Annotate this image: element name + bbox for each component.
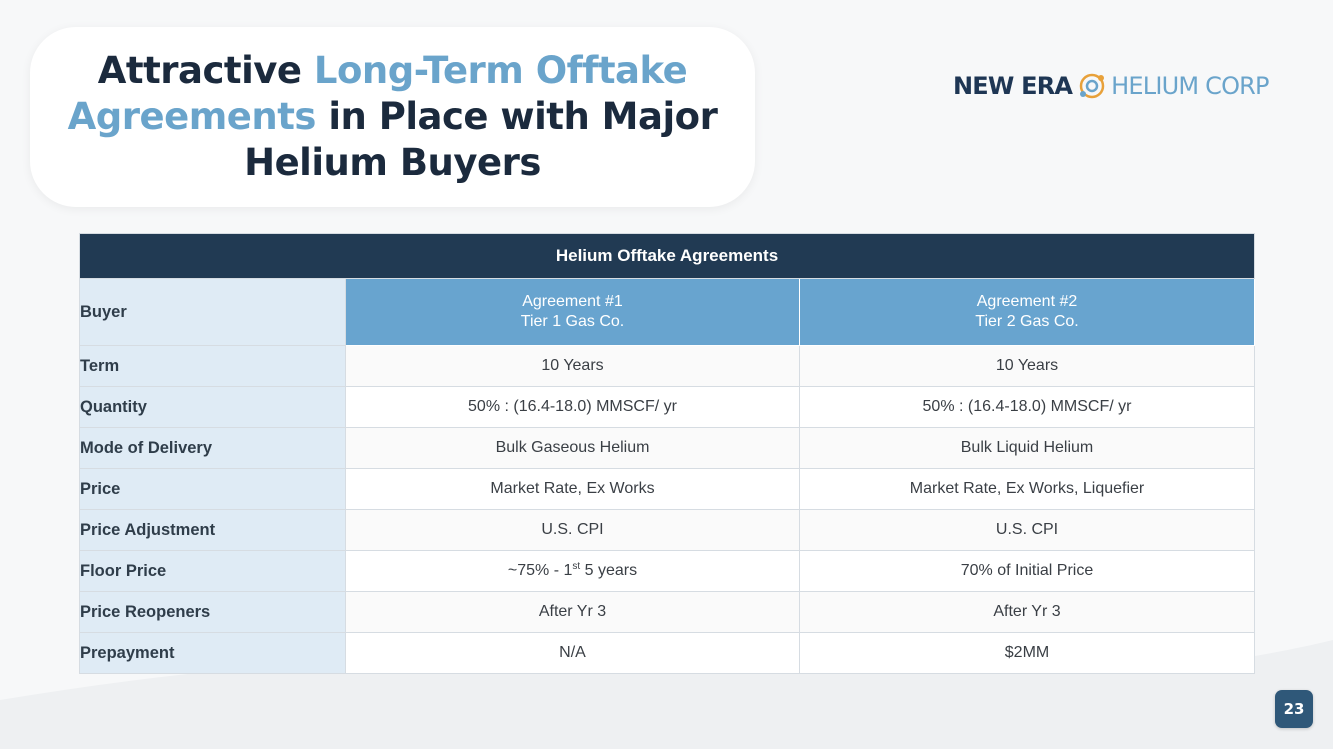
agreement-1-value: After Yr 3 (345, 591, 800, 633)
agreement-2-value: $2MM (798, 632, 1256, 674)
agreement-1-value: Market Rate, Ex Works (345, 468, 800, 510)
title-card: Attractive Long-Term Offtake Agreements … (30, 27, 755, 207)
agreement-1-name: Agreement #1 (522, 293, 623, 310)
agreement-2-value: 70% of Initial Price (798, 550, 1256, 592)
row-label: Floor Price (79, 550, 346, 592)
agreement-1-buyer: Tier 1 Gas Co. (520, 313, 625, 330)
title-text-2: in Place with Major (315, 95, 718, 138)
page-title: Attractive Long-Term Offtake Agreements … (68, 48, 718, 186)
agreement-2-value: Market Rate, Ex Works, Liquefier (798, 468, 1256, 510)
title-text-1: Attractive (97, 49, 314, 92)
title-text-3: Helium Buyers (244, 141, 541, 184)
row-label: Price Reopeners (79, 591, 346, 633)
floor-price-text: ~75% - 1 (507, 562, 573, 579)
row-label-buyer: Buyer (79, 278, 346, 346)
table-row-term: Term 10 Years 10 Years (79, 345, 1256, 387)
table-row-price: Price Market Rate, Ex Works Market Rate,… (79, 468, 1256, 510)
agreement-1-value: 50% : (16.4-18.0) MMSCF/ yr (345, 386, 800, 428)
agreement-2-buyer: Tier 2 Gas Co. (975, 313, 1079, 330)
agreement-2-value: 10 Years (798, 345, 1256, 387)
agreement-1-value: U.S. CPI (345, 509, 800, 551)
row-label: Price (79, 468, 346, 510)
row-label: Mode of Delivery (79, 427, 346, 469)
row-label: Prepayment (79, 632, 346, 674)
logo-word-helium-corp: HELIUM CORP (1111, 72, 1269, 100)
buyer-row: Buyer Agreement #1 Tier 1 Gas Co. Agreem… (79, 278, 1256, 346)
agreement-1-value: N/A (345, 632, 800, 674)
floor-price-text-end: 5 years (580, 562, 638, 579)
row-label: Quantity (79, 386, 346, 428)
agreement-2-header: Agreement #2 Tier 2 Gas Co. (798, 278, 1256, 346)
table-row-quantity: Quantity 50% : (16.4-18.0) MMSCF/ yr 50%… (79, 386, 1256, 428)
agreement-2-value: U.S. CPI (798, 509, 1256, 551)
agreement-2-value: Bulk Liquid Helium (798, 427, 1256, 469)
row-label: Price Adjustment (79, 509, 346, 551)
agreement-2-value: 50% : (16.4-18.0) MMSCF/ yr (798, 386, 1256, 428)
ordinal-superscript: st (572, 561, 581, 572)
agreement-1-header: Agreement #1 Tier 1 Gas Co. (345, 278, 800, 346)
agreement-1-value: Bulk Gaseous Helium (345, 427, 800, 469)
table-row-prepayment: Prepayment N/A $2MM (79, 632, 1256, 674)
row-label: Term (79, 345, 346, 387)
agreement-2-value: After Yr 3 (798, 591, 1256, 633)
page-number-badge: 23 (1275, 690, 1313, 728)
agreement-1-value: ~75% - 1st 5 years (345, 550, 800, 592)
table-title: Helium Offtake Agreements (78, 233, 1256, 279)
offtake-agreements-table: Helium Offtake Agreements Buyer Agreemen… (78, 233, 1256, 674)
table-row-price-reopeners: Price Reopeners After Yr 3 After Yr 3 (79, 591, 1256, 633)
logo-word-new-era: NEW ERA (953, 72, 1073, 100)
table-row-mode-of-delivery: Mode of Delivery Bulk Gaseous Helium Bul… (79, 427, 1256, 469)
company-logo: NEW ERA HELIUM CORP (953, 66, 1270, 106)
title-accent-1: Long-Term Offtake (313, 49, 688, 92)
table-row-price-adjustment: Price Adjustment U.S. CPI U.S. CPI (79, 509, 1256, 551)
agreement-1-value: 10 Years (345, 345, 800, 387)
helium-atom-icon (1079, 73, 1105, 99)
table-title-row: Helium Offtake Agreements (78, 233, 1256, 279)
title-accent-2: Agreements (67, 95, 317, 138)
table-row-floor-price: Floor Price ~75% - 1st 5 years 70% of In… (79, 550, 1256, 592)
agreement-2-name: Agreement #2 (976, 293, 1078, 310)
